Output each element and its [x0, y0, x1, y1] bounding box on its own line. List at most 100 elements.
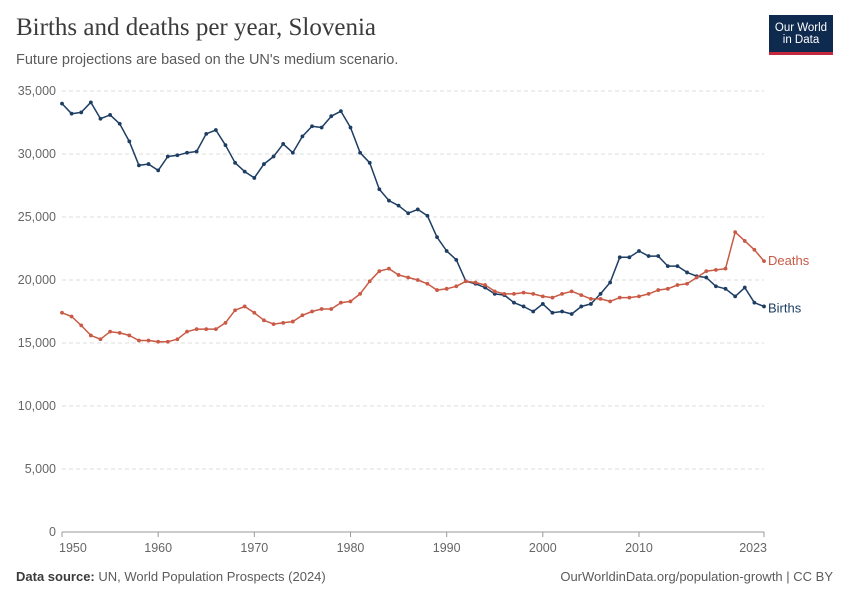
births-point: [762, 304, 766, 309]
deaths-point: [127, 333, 132, 338]
x-tick-label: 1990: [433, 541, 461, 555]
deaths-point: [463, 279, 468, 284]
deaths-point: [271, 322, 276, 326]
deaths-point: [69, 314, 74, 319]
deaths-point: [175, 337, 180, 342]
deaths-point: [367, 279, 372, 284]
y-tick-label: 35,000: [18, 84, 56, 98]
births-point: [204, 131, 209, 136]
deaths-point: [589, 297, 593, 301]
births-point: [175, 153, 180, 158]
births-point: [367, 160, 372, 165]
births-point: [338, 109, 343, 114]
births-point: [550, 310, 555, 315]
gridlines: [62, 90, 764, 470]
axes: 0 5,000 10,000 15,000 20,000 25,000 30,000 35,0…: [18, 84, 767, 555]
births-point: [79, 110, 84, 115]
deaths-point: [338, 300, 343, 305]
owid-logo[interactable]: Our World in Data: [769, 15, 833, 55]
deaths-point: [98, 337, 103, 342]
source-url[interactable]: OurWorldinData.org/population-growth | C…: [560, 569, 833, 584]
births-point: [310, 124, 314, 129]
logo-line-1: Our World: [774, 21, 828, 34]
data-source-label: Data source:: [16, 569, 95, 584]
deaths-point: [156, 339, 161, 344]
deaths-point: [704, 269, 709, 274]
x-tick-label: 1960: [144, 541, 172, 555]
deaths-point: [444, 286, 449, 291]
deaths-point: [675, 283, 680, 287]
deaths-point: [310, 309, 314, 314]
births-point: [598, 291, 603, 296]
births-point: [627, 255, 632, 260]
births-point: [348, 125, 353, 130]
births-point: [675, 264, 680, 269]
births-point: [569, 312, 574, 316]
deaths-point: [406, 275, 411, 280]
deaths-point: [262, 318, 266, 323]
births-point: [60, 101, 64, 106]
births-point: [281, 142, 286, 146]
y-tick-label: 15,000: [18, 336, 56, 350]
data-source: Data source: UN, World Population Prospe…: [16, 569, 326, 584]
deaths-point: [492, 289, 497, 294]
births-point: [290, 150, 295, 155]
births-point: [560, 309, 564, 314]
births-point: [329, 114, 334, 119]
deaths-point: [213, 327, 218, 332]
deaths-point: [502, 291, 507, 296]
series-labels: Births Deaths: [768, 253, 810, 315]
chart-title: Births and deaths per year, Slovenia: [16, 14, 377, 41]
deaths-point: [608, 299, 613, 304]
births-point: [540, 302, 545, 306]
deaths-point: [319, 307, 324, 311]
births-point: [425, 213, 430, 218]
deaths-point: [396, 273, 401, 277]
births-point: [242, 169, 247, 174]
deaths-point: [300, 313, 305, 318]
births-point: [223, 143, 228, 148]
x-tick-label: 2010: [625, 541, 653, 555]
births-point: [723, 286, 728, 291]
x-tick-label: 1970: [240, 541, 268, 555]
births-point: [69, 111, 74, 116]
births-point: [262, 162, 266, 166]
births-point: [685, 270, 689, 275]
births-point: [377, 187, 382, 192]
deaths-point: [108, 329, 112, 334]
deaths-point: [685, 281, 689, 286]
y-tick-label: 20,000: [18, 273, 56, 287]
deaths-point: [637, 294, 641, 299]
y-tick-label: 10,000: [18, 399, 56, 413]
deaths-point: [752, 247, 757, 252]
deaths-point: [377, 269, 382, 274]
births-point: [665, 264, 670, 269]
births-point: [415, 207, 420, 212]
births-point: [704, 275, 709, 280]
births-point: [733, 294, 738, 299]
data-source-text[interactable]: UN, World Population Prospects (2024): [98, 569, 326, 584]
births-point: [521, 304, 526, 309]
births-point: [300, 134, 305, 139]
births-point: [252, 176, 257, 180]
births-point: [608, 280, 613, 285]
line-chart: 0 5,000 10,000 15,000 20,000 25,000 30,000 35,0…: [18, 84, 810, 555]
births-point: [617, 255, 622, 260]
deaths-point: [242, 304, 247, 309]
deaths-point: [329, 307, 334, 311]
deaths-point: [290, 319, 295, 324]
births-point: [387, 198, 391, 203]
deaths-point: [387, 266, 391, 271]
deaths-point: [665, 286, 670, 291]
births-point: [137, 163, 141, 168]
deaths-point: [146, 338, 151, 343]
births-point: [454, 257, 459, 262]
births-point: [271, 154, 276, 159]
deaths-point: [656, 288, 661, 292]
x-tick-label: 2023: [739, 541, 767, 555]
births-point: [406, 211, 411, 216]
births-point: [444, 249, 449, 253]
deaths-point: [117, 331, 122, 335]
deaths-point: [694, 275, 699, 280]
deaths-point: [185, 329, 189, 334]
